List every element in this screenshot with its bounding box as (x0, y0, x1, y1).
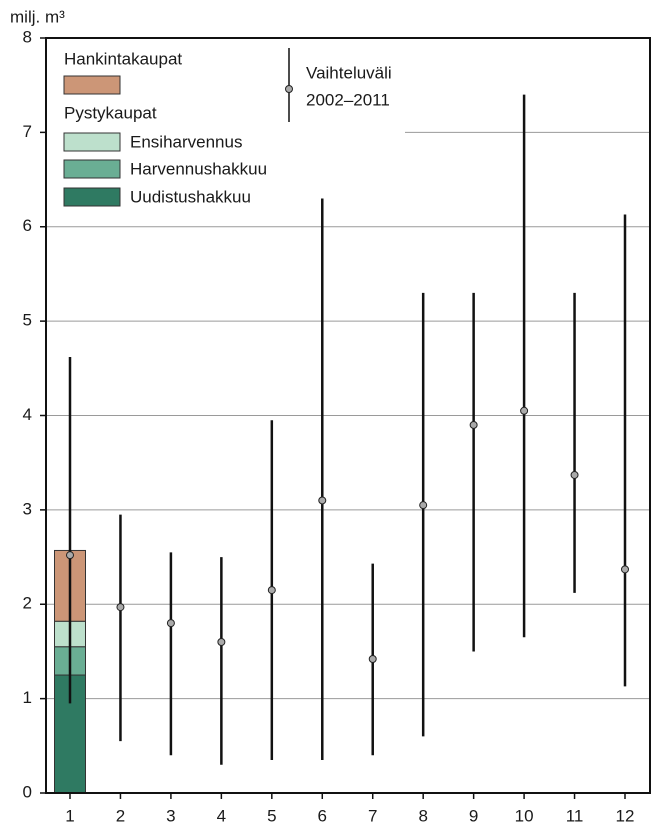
mean-marker (570, 470, 579, 479)
legend-swatch (63, 75, 121, 95)
x-tick-label: 12 (616, 806, 635, 825)
legend-label: Ensiharvennus (130, 132, 242, 151)
mean-marker (116, 603, 125, 612)
legend-label: Uudistushakkuu (130, 187, 251, 206)
x-tick-label: 3 (166, 806, 175, 825)
mean-marker (621, 565, 629, 574)
mean-marker (469, 420, 478, 429)
y-tick-label: 7 (23, 122, 32, 141)
x-tick-label: 10 (515, 806, 534, 825)
legend-header: Hankintakaupat (64, 49, 182, 68)
mean-marker (217, 638, 226, 646)
y-tick-label: 0 (23, 782, 32, 801)
x-tick-label: 6 (318, 806, 327, 825)
x-tick-label: 11 (566, 806, 584, 825)
x-tick-label: 8 (418, 806, 427, 825)
y-axis-label: milj. m³ (10, 7, 65, 26)
legend-swatch (63, 132, 121, 152)
x-tick-label: 4 (217, 806, 226, 825)
legend-label: 2002–2011 (306, 90, 390, 109)
mean-marker (368, 654, 377, 663)
y-tick-label: 3 (23, 499, 32, 518)
y-tick-label: 4 (23, 405, 32, 424)
legend-swatch (63, 159, 121, 179)
legend-label: Harvennushakkuu (130, 159, 267, 178)
y-tick-label: 2 (23, 594, 32, 613)
x-tick-label: 9 (469, 806, 478, 825)
legend-group-label: Pystykaupat (64, 103, 157, 122)
x-tick-label: 5 (267, 806, 276, 825)
y-tick-label: 5 (23, 311, 32, 330)
plot-frame (45, 37, 651, 794)
legend-label: Vaihteluväli (306, 63, 392, 82)
x-tick-label: 7 (368, 806, 377, 825)
mean-marker (419, 501, 428, 510)
legend-swatch (63, 187, 121, 207)
x-tick-label: 1 (65, 806, 74, 825)
legend-mean-icon (285, 85, 293, 93)
mean-marker (318, 496, 327, 505)
legend-background (47, 39, 405, 215)
mean-marker (166, 619, 175, 628)
mean-marker (66, 551, 74, 560)
mean-marker (520, 406, 529, 415)
y-tick-label: 6 (23, 216, 32, 235)
mean-marker (267, 586, 276, 595)
x-tick-label: 2 (116, 806, 125, 825)
y-tick-label: 8 (23, 27, 32, 46)
y-tick-label: 1 (23, 688, 32, 707)
